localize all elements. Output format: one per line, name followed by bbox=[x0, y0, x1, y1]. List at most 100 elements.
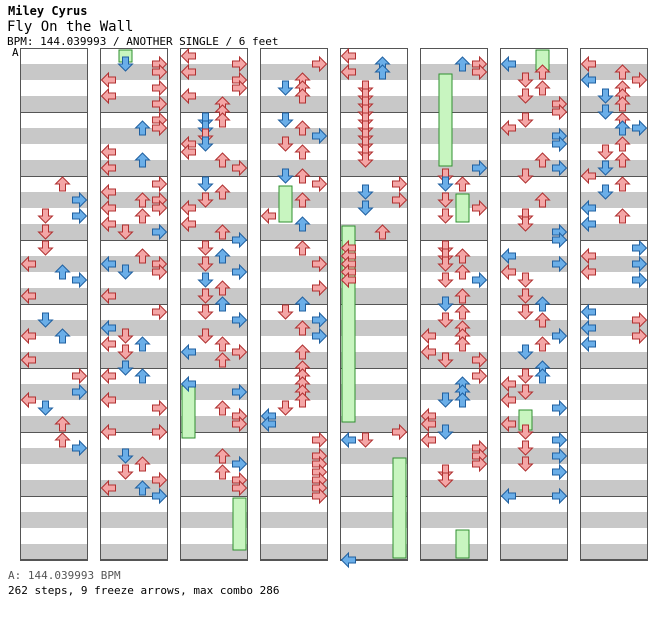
stripe bbox=[580, 320, 648, 336]
left-arrow bbox=[500, 487, 516, 505]
up-arrow bbox=[294, 216, 311, 232]
right-arrow bbox=[232, 159, 248, 177]
down-arrow bbox=[117, 344, 134, 360]
up-arrow bbox=[454, 264, 471, 280]
stripe bbox=[420, 256, 488, 272]
right-arrow bbox=[632, 239, 648, 257]
stripe bbox=[180, 192, 248, 208]
right-arrow bbox=[152, 223, 168, 241]
down-arrow bbox=[517, 344, 534, 360]
right-arrow bbox=[72, 271, 88, 289]
right-arrow bbox=[312, 55, 328, 73]
right-arrow bbox=[472, 159, 488, 177]
down-arrow bbox=[517, 112, 534, 128]
stripe bbox=[180, 352, 248, 368]
left-arrow bbox=[180, 87, 196, 105]
stripe bbox=[580, 288, 648, 304]
stripe bbox=[340, 256, 408, 272]
down-arrow bbox=[357, 184, 374, 200]
stripe bbox=[180, 160, 248, 176]
artist-name: Miley Cyrus bbox=[8, 4, 88, 18]
left-arrow bbox=[100, 319, 116, 337]
down-arrow bbox=[197, 256, 214, 272]
stripe bbox=[180, 544, 248, 560]
stripe bbox=[260, 480, 328, 496]
stripe bbox=[20, 448, 88, 464]
left-arrow bbox=[180, 63, 196, 81]
column-border bbox=[340, 48, 408, 560]
up-arrow bbox=[614, 176, 631, 192]
stripe bbox=[500, 512, 568, 528]
right-arrow bbox=[632, 71, 648, 89]
stripe bbox=[580, 96, 648, 112]
stripe bbox=[340, 96, 408, 112]
stripe bbox=[180, 96, 248, 112]
stripe bbox=[180, 480, 248, 496]
stripe bbox=[580, 384, 648, 400]
down-arrow bbox=[517, 168, 534, 184]
stripe bbox=[100, 416, 168, 432]
up-arrow bbox=[134, 120, 151, 136]
right-arrow bbox=[392, 191, 408, 209]
freeze-arrow bbox=[438, 73, 453, 167]
down-arrow bbox=[37, 240, 54, 256]
stripe bbox=[340, 320, 408, 336]
down-arrow bbox=[597, 160, 614, 176]
up-arrow bbox=[214, 448, 231, 464]
stripe bbox=[20, 160, 88, 176]
column-border bbox=[20, 48, 88, 560]
stripe bbox=[580, 64, 648, 80]
stats-footer: 262 steps, 9 freeze arrows, max combo 28… bbox=[8, 584, 280, 597]
stripe bbox=[420, 288, 488, 304]
right-arrow bbox=[312, 431, 328, 449]
right-arrow bbox=[152, 79, 168, 97]
column-border bbox=[420, 48, 488, 560]
right-arrow bbox=[232, 231, 248, 249]
stripe bbox=[420, 448, 488, 464]
left-arrow bbox=[580, 71, 596, 89]
left-arrow bbox=[100, 255, 116, 273]
stripe bbox=[340, 448, 408, 464]
up-arrow bbox=[374, 224, 391, 240]
right-arrow bbox=[72, 439, 88, 457]
right-arrow bbox=[312, 327, 328, 345]
down-arrow bbox=[37, 312, 54, 328]
right-arrow bbox=[152, 303, 168, 321]
stripe bbox=[260, 128, 328, 144]
stripe bbox=[500, 384, 568, 400]
left-arrow bbox=[420, 415, 436, 433]
right-arrow bbox=[152, 487, 168, 505]
down-arrow bbox=[277, 112, 294, 128]
stripe bbox=[20, 480, 88, 496]
stripe bbox=[420, 192, 488, 208]
left-arrow bbox=[180, 199, 196, 217]
stripe bbox=[20, 512, 88, 528]
right-arrow bbox=[232, 455, 248, 473]
right-arrow bbox=[152, 423, 168, 441]
stripe bbox=[420, 224, 488, 240]
song-title: Fly On the Wall bbox=[7, 19, 134, 35]
right-arrow bbox=[472, 199, 488, 217]
down-arrow bbox=[437, 208, 454, 224]
stripe bbox=[100, 160, 168, 176]
down-arrow bbox=[517, 424, 534, 440]
up-arrow bbox=[294, 296, 311, 312]
up-arrow bbox=[214, 280, 231, 296]
stripe bbox=[500, 128, 568, 144]
down-arrow bbox=[597, 104, 614, 120]
up-arrow bbox=[214, 336, 231, 352]
stripe bbox=[500, 416, 568, 432]
left-arrow bbox=[340, 63, 356, 81]
left-arrow bbox=[100, 159, 116, 177]
right-arrow bbox=[232, 479, 248, 497]
up-arrow bbox=[134, 208, 151, 224]
down-arrow bbox=[437, 296, 454, 312]
stripe bbox=[100, 480, 168, 496]
stripe bbox=[180, 448, 248, 464]
left-arrow bbox=[20, 391, 36, 409]
stripe bbox=[420, 480, 488, 496]
stripe bbox=[340, 416, 408, 432]
stripe bbox=[580, 224, 648, 240]
up-arrow bbox=[294, 320, 311, 336]
